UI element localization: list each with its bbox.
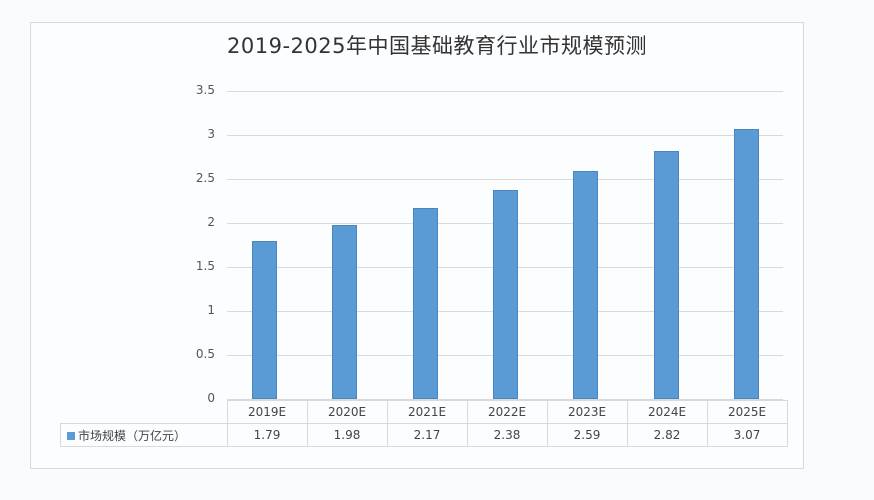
series-name: 市场规模（万亿元） — [78, 428, 187, 443]
y-tick-label: 2.5 — [195, 171, 215, 185]
legend-entry: 市场规模（万亿元） — [60, 423, 228, 447]
category-cell: 2019E — [226, 400, 308, 424]
category-cell: 2025E — [706, 400, 788, 424]
bar-2020E — [332, 224, 358, 399]
y-tick-label: 0 — [207, 391, 215, 405]
chart-title: 2019-2025年中国基础教育行业市规模预测 — [227, 34, 647, 58]
category-cell: 2023E — [546, 400, 628, 424]
category-cell: 2020E — [306, 400, 388, 424]
gridline — [227, 399, 783, 400]
table-corner — [60, 400, 228, 424]
bar-2019E — [252, 241, 277, 399]
gridline — [227, 91, 783, 92]
bar-2024E — [653, 150, 679, 399]
y-tick-label: 1 — [207, 303, 215, 317]
bar-2023E — [573, 171, 599, 399]
y-tick-label: 0.5 — [195, 347, 215, 361]
y-tick-label: 2 — [207, 215, 215, 229]
value-cell: 2.59 — [546, 423, 628, 447]
category-cell: 2021E — [386, 400, 468, 424]
value-cell: 2.17 — [386, 423, 468, 447]
bar-2022E — [492, 189, 518, 399]
data-table: 2019E 2020E 2021E 2022E 2023E 2024E 2025… — [60, 400, 788, 447]
value-row: 市场规模（万亿元） 1.79 1.98 2.17 2.38 2.59 2.82 … — [60, 423, 788, 447]
value-cell: 1.79 — [226, 423, 308, 447]
y-tick-label: 3 — [207, 127, 215, 141]
category-row: 2019E 2020E 2021E 2022E 2023E 2024E 2025… — [60, 400, 788, 424]
category-cell: 2022E — [466, 400, 548, 424]
y-tick-label: 3.5 — [195, 83, 215, 97]
bar-2021E — [412, 208, 438, 399]
value-cell: 1.98 — [306, 423, 388, 447]
legend-swatch-icon — [67, 432, 75, 440]
y-tick-label: 1.5 — [195, 259, 215, 273]
gridline — [227, 179, 783, 180]
bar-2025E — [733, 128, 759, 399]
value-cell: 3.07 — [706, 423, 788, 447]
gridline — [227, 135, 783, 136]
value-cell: 2.38 — [466, 423, 548, 447]
category-cell: 2024E — [626, 400, 708, 424]
value-cell: 2.82 — [626, 423, 708, 447]
